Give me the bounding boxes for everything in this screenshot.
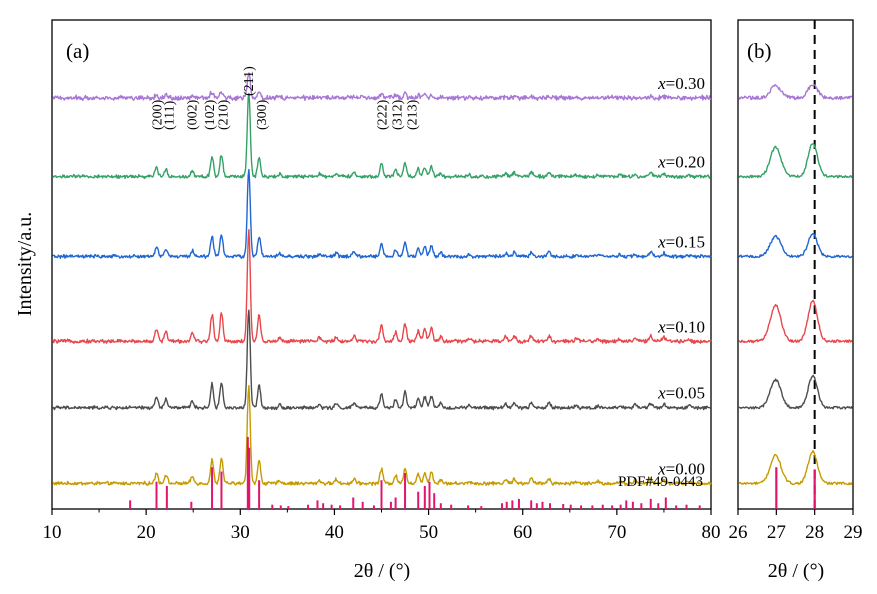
series-label-var: x [657,459,666,478]
series-label-value: =0.30 [666,74,705,93]
series-line-a-x=0.20 [51,92,711,180]
series-label-x=0.20: x=0.20 [657,153,705,172]
series-label-value: =0.05 [666,384,705,403]
hkl-label-(111): (111) [163,100,178,130]
series-line-b-x=0.05 [738,374,853,410]
series-label-value: =0.15 [666,232,705,251]
panel-a-hkl-labels: (200)(111) (002) (102)(210) (211) (300) (222)… [151,66,421,130]
panel-a-x-ticks: 10 20 30 40 50 60 70 80 [43,509,721,543]
panel-a-series [51,72,712,486]
series-line-a-x=0.00 [52,385,712,486]
series-label-var: x [657,153,666,172]
x-tick-label-b-28: 28 [805,522,824,543]
x-tick-label-a-10: 10 [43,522,62,543]
panel-b-frame [737,19,854,510]
panel-b-reference-pattern [775,467,816,509]
series-line-a-x=0.15 [52,168,712,259]
series-line-a-x=0.30 [52,72,712,102]
panel-a-series-labels: x=0.00x=0.05x=0.10x=0.15x=0.20x=0.30 [657,74,705,479]
x-tick-label-a-30: 30 [231,522,250,543]
y-axis-title: Intensity/a.u. [14,212,36,316]
series-label-var: x [657,232,666,251]
reference-label: PDF#49-0443 [618,474,703,490]
hkl-label-(300): (300) [255,99,270,130]
series-line-b-x=0.30 [738,84,853,101]
series-line-b-x=0.15 [738,233,853,259]
series-label-x=0.15: x=0.15 [657,232,705,251]
x-axis-title-a: 2θ / (°) [354,560,410,582]
hkl-label-(211): (211) [242,66,257,96]
hkl-label-(213): (213) [406,99,421,130]
series-label-x=0.10: x=0.10 [657,317,705,336]
x-tick-label-b-26: 26 [729,522,748,543]
series-line-b-x=0.00 [738,450,853,486]
series-label-value: =0.00 [666,459,705,478]
panel-b-series [738,84,853,486]
series-label-x=0.30: x=0.30 [657,74,705,93]
hkl-label-(222): (222) [376,99,391,130]
hkl-label-(102): (102) [203,99,218,130]
panel-a-reference-pattern [129,437,701,509]
series-line-b-x=0.20 [738,143,853,179]
hkl-label-(210): (210) [216,99,231,130]
x-axis-title-b: 2θ / (°) [768,560,824,582]
panel-b-x-ticks: 26 27 28 29 [729,509,863,543]
x-tick-label-a-80: 80 [702,522,721,543]
series-line-a-x=0.10 [51,229,712,345]
panel-a-label: (a) [66,39,89,63]
x-tick-label-a-40: 40 [325,522,344,543]
x-tick-label-b-29: 29 [844,522,863,543]
series-label-value: =0.10 [666,317,705,336]
x-tick-label-b-27: 27 [767,522,786,543]
panel-b: 26 27 28 29 (b) 2θ / (°) [729,19,863,582]
series-label-value: =0.20 [666,153,705,172]
x-tick-label-a-20: 20 [137,522,156,543]
hkl-label-(002): (002) [185,99,200,130]
x-tick-label-a-50: 50 [419,522,438,543]
series-line-a-x=0.05 [52,309,712,411]
hkl-label-(312): (312) [391,99,406,130]
series-label-var: x [657,74,666,93]
series-label-x=0.00: x=0.00 [657,459,705,478]
series-line-b-x=0.10 [738,299,853,344]
x-tick-label-a-60: 60 [513,522,532,543]
panel-a: 10 20 30 40 50 60 70 80 (200)(111) (002) (102)(21… [14,19,721,582]
hkl-label-(200): (200) [151,99,166,130]
series-label-x=0.05: x=0.05 [657,384,705,403]
series-label-var: x [657,384,666,403]
x-tick-label-a-70: 70 [607,522,626,543]
panel-b-label: (b) [747,39,772,63]
series-label-var: x [657,317,666,336]
